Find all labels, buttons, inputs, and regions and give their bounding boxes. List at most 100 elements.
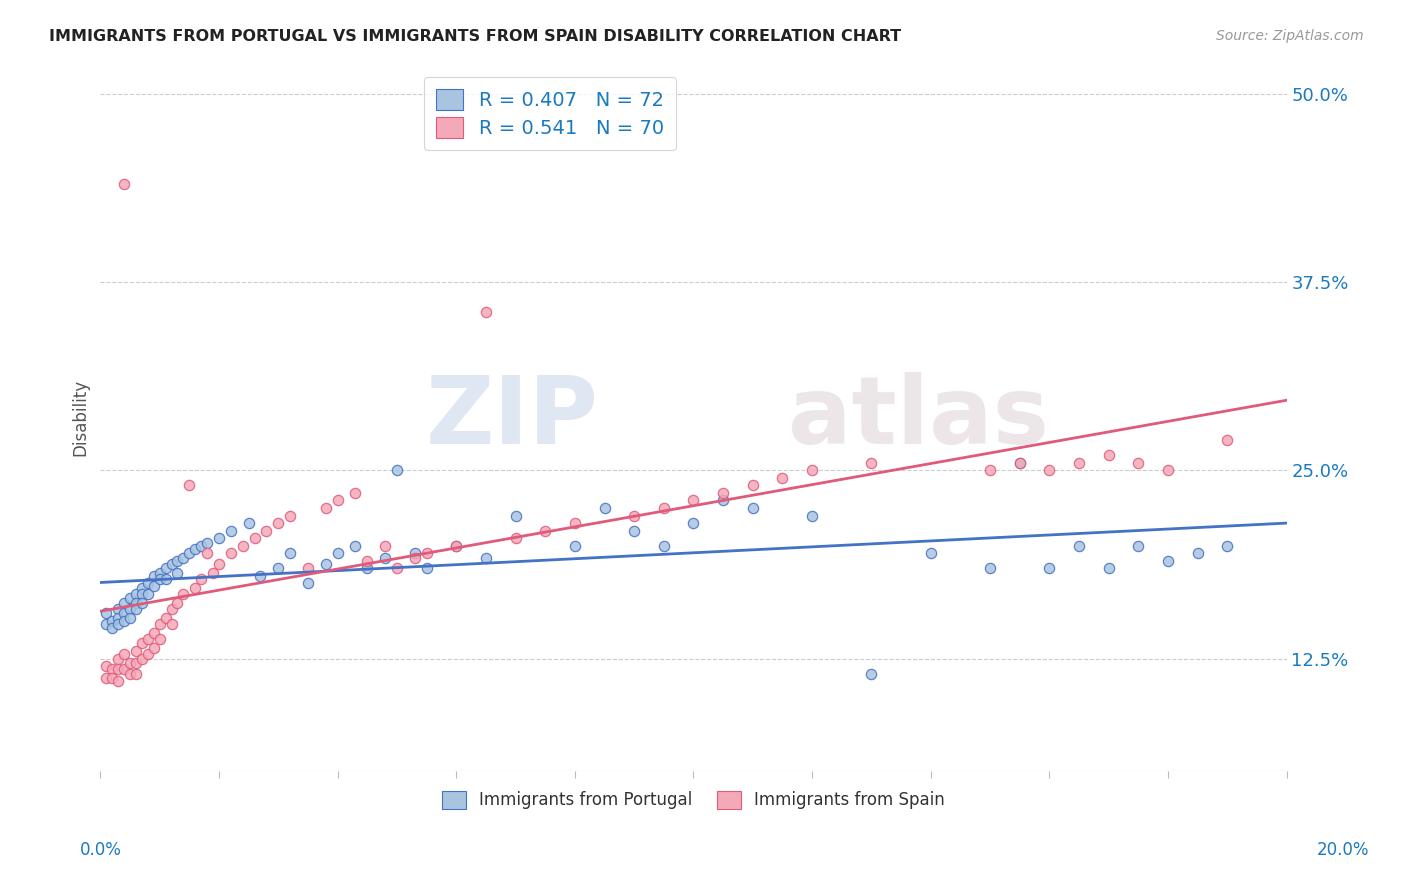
Point bbox=[166, 566, 188, 580]
Point bbox=[770, 471, 793, 485]
Point bbox=[356, 561, 378, 575]
Point bbox=[1098, 448, 1121, 462]
Point bbox=[112, 662, 135, 676]
Point bbox=[1128, 456, 1150, 470]
Point bbox=[118, 666, 141, 681]
Point bbox=[160, 616, 183, 631]
Point bbox=[184, 581, 207, 595]
Point bbox=[534, 524, 557, 538]
Point bbox=[243, 531, 266, 545]
Point bbox=[107, 674, 129, 689]
Point bbox=[125, 587, 148, 601]
Point bbox=[979, 463, 1001, 477]
Point bbox=[131, 587, 153, 601]
Point bbox=[385, 463, 408, 477]
Point bbox=[623, 508, 645, 523]
Point bbox=[801, 463, 824, 477]
Point bbox=[118, 591, 141, 606]
Point bbox=[1187, 546, 1209, 560]
Point bbox=[101, 671, 124, 685]
Point bbox=[131, 651, 153, 665]
Point bbox=[136, 587, 159, 601]
Point bbox=[267, 561, 290, 575]
Point bbox=[219, 546, 242, 560]
Point bbox=[385, 561, 408, 575]
Point bbox=[155, 611, 177, 625]
Point bbox=[564, 539, 586, 553]
Point bbox=[208, 557, 231, 571]
Point bbox=[136, 647, 159, 661]
Point bbox=[125, 666, 148, 681]
Point bbox=[195, 546, 218, 560]
Point bbox=[149, 572, 172, 586]
Point bbox=[125, 596, 148, 610]
Text: Source: ZipAtlas.com: Source: ZipAtlas.com bbox=[1216, 29, 1364, 43]
Point bbox=[96, 659, 118, 673]
Point bbox=[505, 508, 527, 523]
Text: 20.0%: 20.0% bbox=[1316, 840, 1369, 858]
Point bbox=[118, 611, 141, 625]
Point bbox=[1038, 561, 1060, 575]
Point bbox=[315, 557, 337, 571]
Point bbox=[711, 486, 734, 500]
Point bbox=[1157, 554, 1180, 568]
Point bbox=[404, 550, 426, 565]
Text: 0.0%: 0.0% bbox=[80, 840, 122, 858]
Point bbox=[190, 539, 212, 553]
Point bbox=[131, 596, 153, 610]
Point bbox=[682, 493, 704, 508]
Point bbox=[142, 579, 165, 593]
Point bbox=[374, 539, 396, 553]
Point bbox=[155, 561, 177, 575]
Text: atlas: atlas bbox=[789, 372, 1049, 464]
Point bbox=[741, 501, 763, 516]
Point bbox=[202, 566, 225, 580]
Point bbox=[166, 596, 188, 610]
Point bbox=[249, 568, 271, 582]
Point bbox=[344, 486, 367, 500]
Point bbox=[155, 572, 177, 586]
Point bbox=[184, 541, 207, 556]
Point bbox=[860, 666, 883, 681]
Point bbox=[801, 508, 824, 523]
Point bbox=[125, 644, 148, 658]
Point bbox=[125, 656, 148, 670]
Point bbox=[179, 478, 201, 492]
Point bbox=[96, 616, 118, 631]
Point bbox=[107, 611, 129, 625]
Point bbox=[682, 516, 704, 530]
Point bbox=[149, 566, 172, 580]
Point bbox=[195, 535, 218, 549]
Point bbox=[1216, 539, 1239, 553]
Point bbox=[593, 501, 616, 516]
Point bbox=[107, 662, 129, 676]
Y-axis label: Disability: Disability bbox=[72, 379, 89, 457]
Point bbox=[326, 546, 349, 560]
Point bbox=[136, 576, 159, 591]
Point bbox=[1038, 463, 1060, 477]
Point bbox=[107, 602, 129, 616]
Point bbox=[326, 493, 349, 508]
Point bbox=[219, 524, 242, 538]
Point bbox=[136, 632, 159, 646]
Point bbox=[179, 546, 201, 560]
Point bbox=[131, 636, 153, 650]
Point bbox=[404, 546, 426, 560]
Point bbox=[112, 596, 135, 610]
Point bbox=[444, 539, 467, 553]
Point bbox=[101, 621, 124, 635]
Point bbox=[112, 607, 135, 621]
Point bbox=[142, 640, 165, 655]
Point bbox=[254, 524, 277, 538]
Point bbox=[415, 561, 437, 575]
Point bbox=[505, 531, 527, 545]
Point bbox=[1008, 456, 1031, 470]
Point bbox=[344, 539, 367, 553]
Point bbox=[623, 524, 645, 538]
Point bbox=[267, 516, 290, 530]
Point bbox=[107, 651, 129, 665]
Point bbox=[96, 607, 118, 621]
Legend: Immigrants from Portugal, Immigrants from Spain: Immigrants from Portugal, Immigrants fro… bbox=[436, 784, 952, 816]
Point bbox=[118, 602, 141, 616]
Point bbox=[1067, 456, 1090, 470]
